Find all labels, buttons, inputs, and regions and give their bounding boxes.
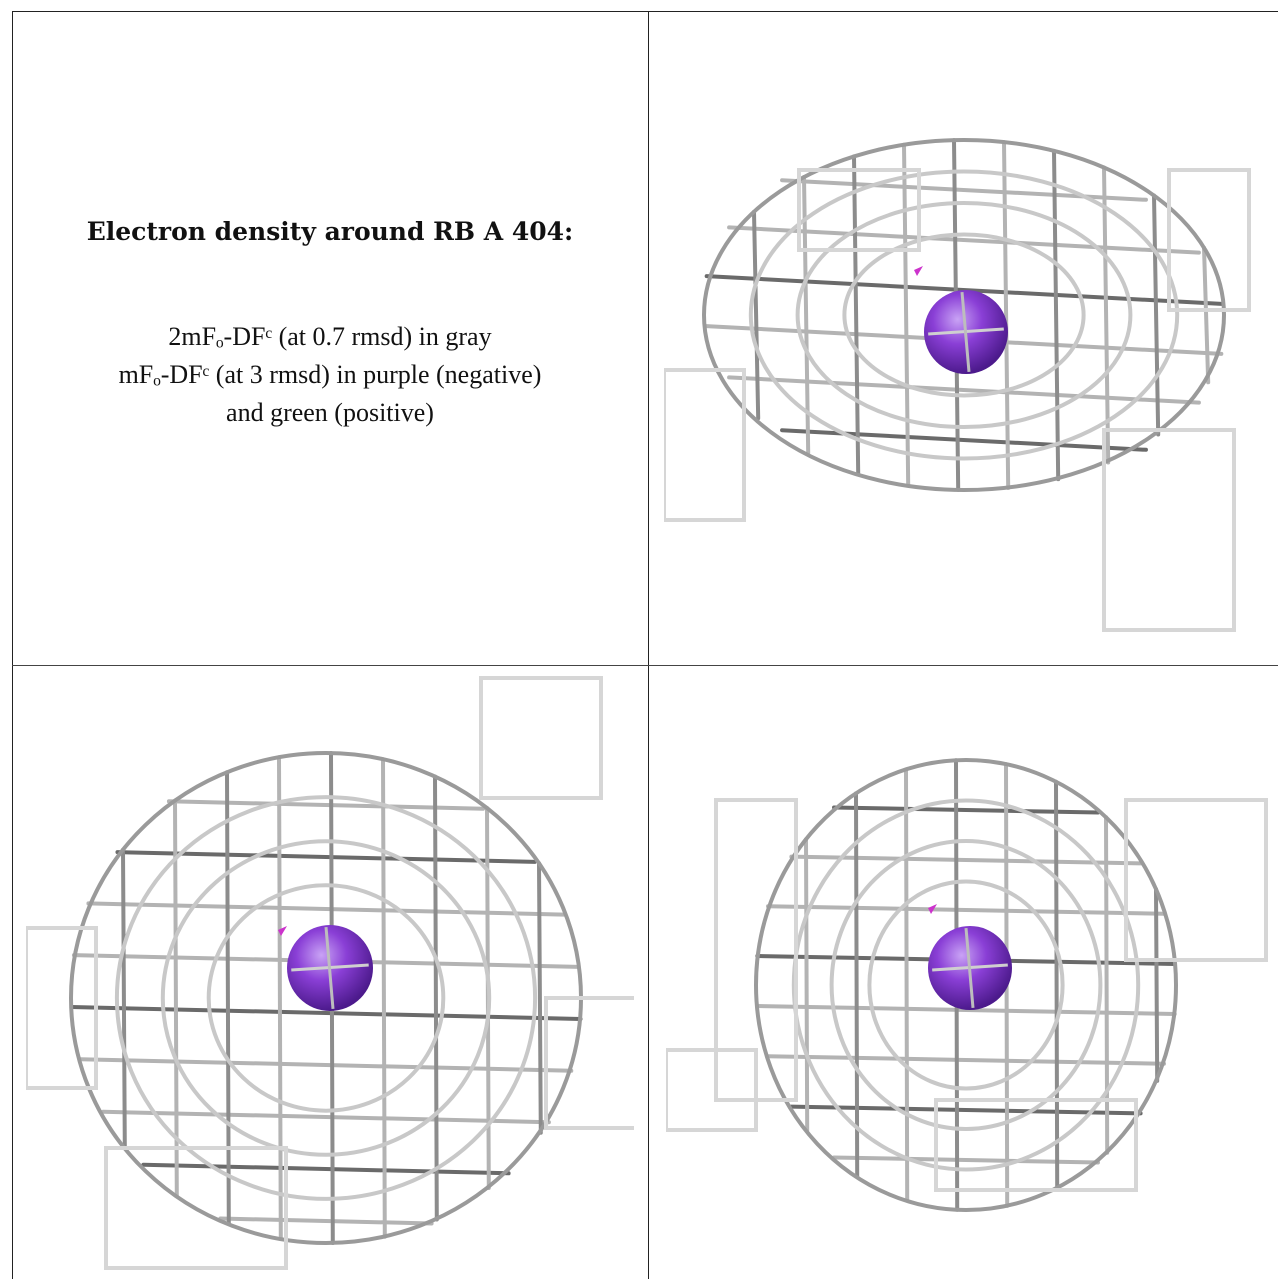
mesh-strand [166, 799, 486, 811]
mesh-contour [160, 839, 492, 1157]
mesh-lobe [1102, 428, 1236, 632]
density-view-top-right [664, 100, 1274, 636]
mesh-contour [748, 169, 1180, 461]
mesh-lobe [26, 926, 98, 1090]
mesh-strand [86, 901, 566, 917]
mesh-contour [754, 758, 1178, 1212]
mesh-contour [842, 232, 1086, 398]
density-mesh [664, 138, 1251, 632]
mesh-strand [121, 847, 127, 1149]
negative-density-marker [278, 926, 287, 936]
mesh-strand [78, 1057, 574, 1073]
mesh-contour [829, 839, 1103, 1131]
mesh-strand [1202, 245, 1211, 385]
density-mesh [666, 758, 1268, 1212]
mesh-strand [69, 1005, 583, 1021]
mesh-strand [1154, 887, 1160, 1083]
mesh-lobe [1167, 168, 1251, 312]
mesh-contour [795, 201, 1133, 429]
mesh-strand [225, 770, 231, 1226]
mesh-canvas [26, 676, 634, 1270]
caption-line-2: mFₒ-DFᶜ (at 3 rmsd) in purple (negative) [118, 360, 542, 389]
mesh-contour [867, 879, 1065, 1091]
mesh-strand [802, 175, 811, 455]
mesh-strand [1102, 165, 1111, 465]
mesh-strand [960, 291, 971, 373]
mesh-lobe [934, 1098, 1138, 1192]
mesh-strand [141, 1162, 511, 1176]
mesh-strand [804, 837, 810, 1133]
caption-cell: Electron density around RB A 404: 2mFₒ-D… [12, 12, 648, 666]
negative-density-marker [914, 266, 923, 276]
mesh-strand [789, 1104, 1143, 1116]
mesh-lobe [479, 676, 603, 800]
mesh-lobe [797, 168, 921, 252]
mesh-strand [324, 927, 335, 1009]
mesh-strand [704, 274, 1224, 306]
density-view-bottom-left [26, 668, 634, 1276]
density-view-bottom-right [666, 740, 1274, 1276]
mesh-lobe [666, 1048, 758, 1132]
mesh-contour [702, 138, 1226, 492]
mesh-strand [832, 1155, 1100, 1165]
mesh-strand [766, 904, 1166, 916]
mesh-strand [780, 428, 1148, 452]
caption-line-1: 2mFₒ-DFᶜ (at 0.7 rmsd) in gray [168, 322, 492, 351]
mesh-strand [832, 805, 1100, 815]
mesh-strand [277, 755, 283, 1241]
mesh-strand [780, 178, 1148, 202]
mesh-canvas [666, 758, 1268, 1212]
mesh-contour [791, 798, 1141, 1172]
mesh-lobe [104, 1146, 288, 1270]
mesh-strand [854, 791, 860, 1179]
mesh-contour [206, 883, 446, 1113]
mesh-lobe [544, 996, 634, 1130]
mesh-strand [727, 375, 1201, 405]
mesh-strand [1052, 148, 1061, 482]
mesh-strand [537, 861, 543, 1135]
border-middle-vertical [648, 11, 649, 1279]
mesh-strand [789, 854, 1143, 866]
mesh-strand [766, 1054, 1166, 1066]
mesh-lobe [664, 368, 746, 522]
mesh-strand [1152, 193, 1161, 437]
mesh-strand [1054, 779, 1060, 1191]
mesh-strand [218, 1216, 434, 1226]
mesh-lobe [1124, 798, 1268, 962]
mesh-strand [101, 1109, 551, 1125]
mesh-strand [1002, 140, 1011, 490]
mesh-strand [115, 850, 537, 864]
caption-body: 2mFₒ-DFᶜ (at 0.7 rmsd) in gray mFₒ-DFᶜ (… [12, 318, 648, 432]
mesh-strand [852, 154, 861, 476]
caption-line-3: and green (positive) [226, 398, 434, 427]
mesh-contour [114, 795, 538, 1201]
mesh-strand [964, 927, 975, 1009]
mesh-strand [902, 142, 911, 488]
mesh-strand [173, 798, 179, 1198]
mesh-strand [381, 757, 387, 1239]
border-middle-horizontal [12, 665, 1278, 666]
mesh-strand [433, 774, 439, 1222]
mesh-strand [1104, 815, 1110, 1155]
negative-density-marker [928, 904, 937, 914]
mesh-strand [727, 225, 1201, 255]
mesh-canvas [664, 138, 1251, 632]
border-top [12, 11, 1278, 12]
border-left [12, 11, 13, 1279]
mesh-strand [752, 209, 761, 421]
mesh-strand [904, 767, 910, 1203]
caption-title: Electron density around RB A 404: [86, 217, 574, 246]
